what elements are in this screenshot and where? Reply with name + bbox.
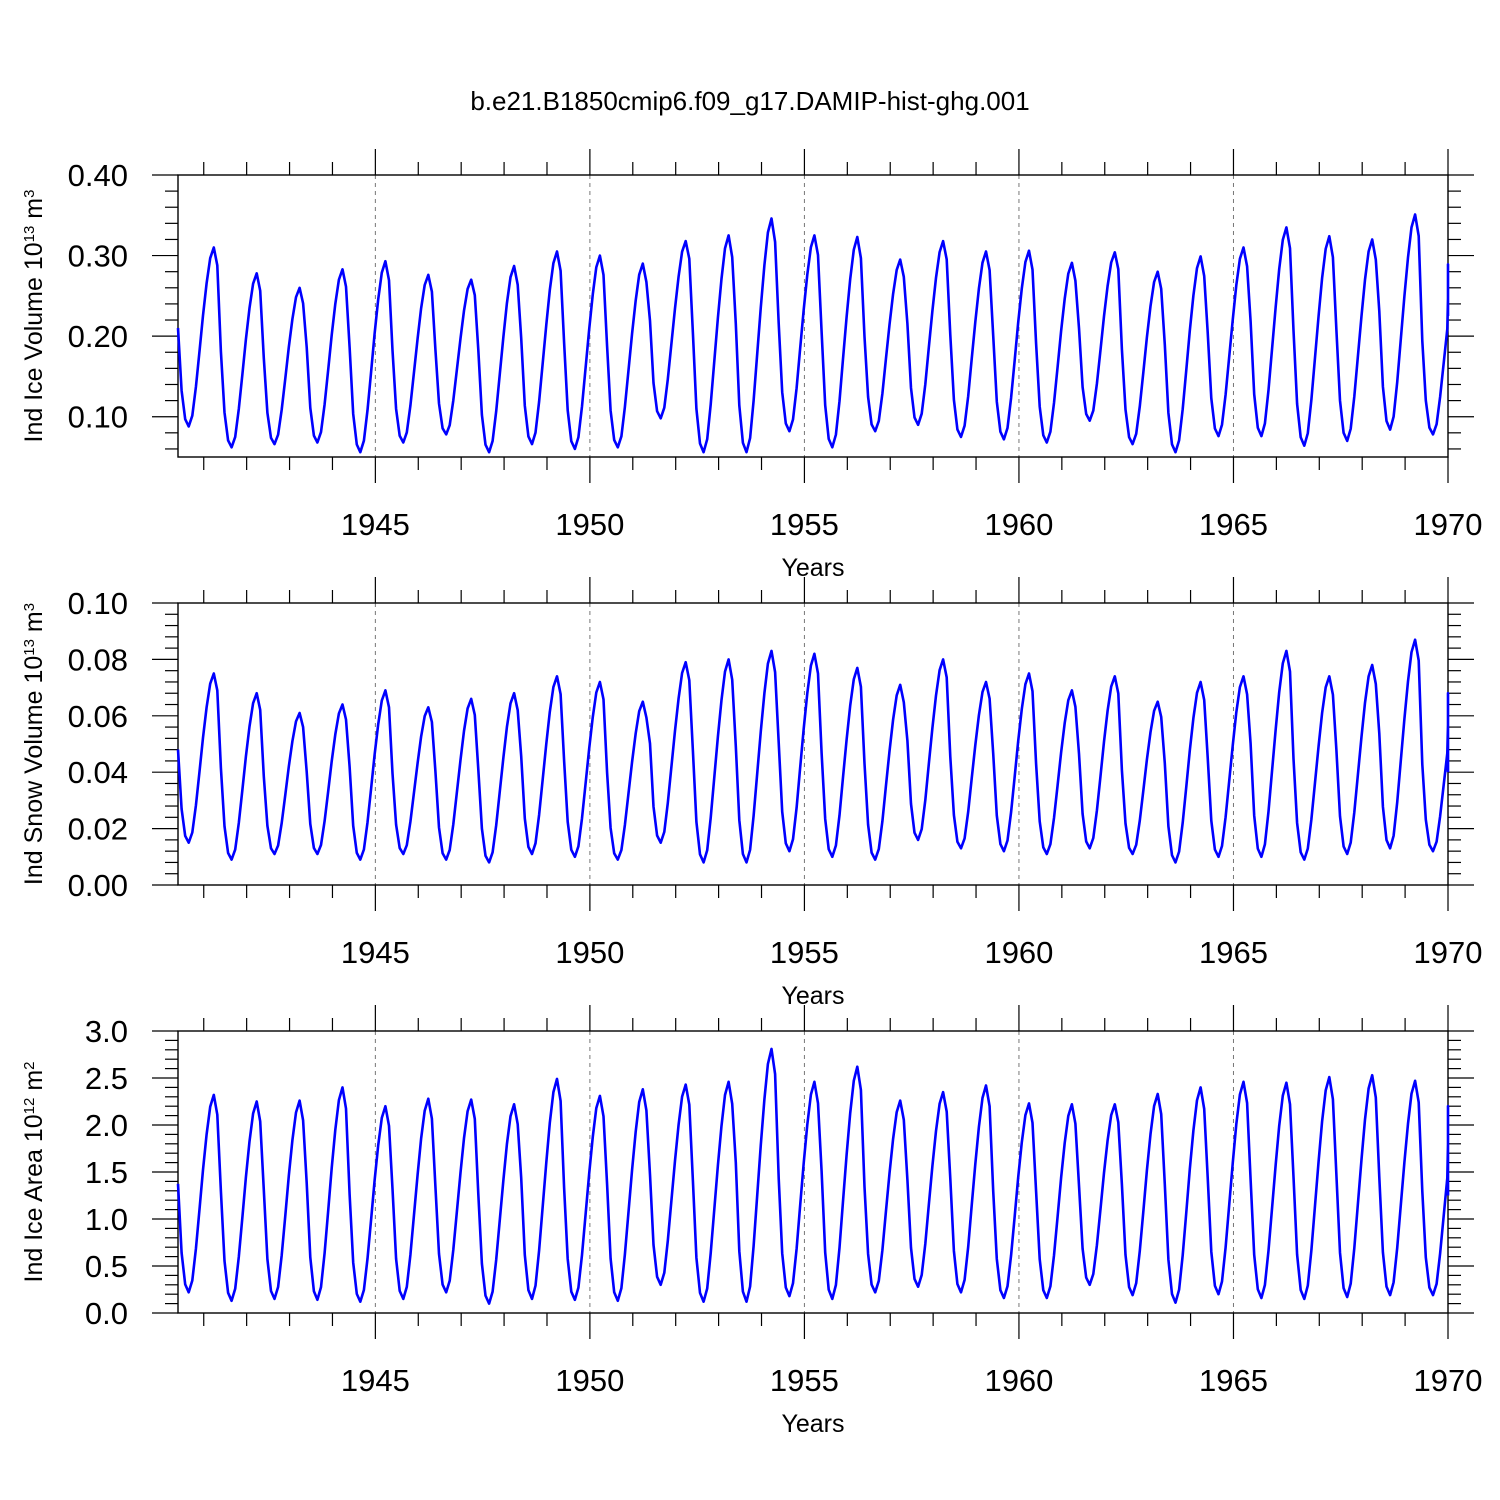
y-ticks bbox=[152, 602, 1474, 886]
chart-title: b.e21.B1850cmip6.f09_g17.DAMIP-hist-ghg.… bbox=[470, 86, 1029, 116]
x-tick-label-1955: 1955 bbox=[770, 507, 839, 542]
y-axis-label-ylabel-main: Ind Ice Area 10 bbox=[20, 1114, 48, 1282]
y-tick-label-0.02: 0.02 bbox=[68, 812, 128, 847]
y-tick-label-0.40: 0.40 bbox=[68, 158, 128, 193]
panels: 1945 1950 1955 1960 1965 1970 Years 0.10 0.20 0.3… bbox=[20, 149, 1482, 1438]
x-tick-label-1950: 1950 bbox=[555, 507, 624, 542]
x-tick-label-1950: 1950 bbox=[555, 1363, 624, 1398]
y-tick-label-2.0: 2.0 bbox=[85, 1108, 128, 1143]
y-axis-label: Ind Ice Area 1012 m2 bbox=[20, 1062, 48, 1283]
y-axis-label-ylabel-unit: m bbox=[20, 1070, 48, 1098]
x-tick-label-1965: 1965 bbox=[1199, 935, 1268, 970]
plot-frame bbox=[177, 1030, 1449, 1314]
series-line-ind-ice-area bbox=[176, 1047, 1450, 1305]
x-tick-label-1955: 1955 bbox=[770, 1363, 839, 1398]
y-axis-label: Ind Ice Volume 1013 m3 bbox=[20, 190, 48, 443]
y-axis-label-ylabel-main: Ind Ice Volume 10 bbox=[20, 242, 48, 442]
y-tick-label-0.10: 0.10 bbox=[68, 400, 128, 435]
x-tick-label-1965: 1965 bbox=[1199, 507, 1268, 542]
x-tick-label-1970: 1970 bbox=[1414, 935, 1483, 970]
panel-2: 1945 1950 1955 1960 1965 1970 Years 0.00 0.02 0.0… bbox=[20, 577, 1482, 1010]
panel-1: 1945 1950 1955 1960 1965 1970 Years 0.10 0.20 0.3… bbox=[20, 149, 1482, 582]
x-tick-label-1945: 1945 bbox=[341, 507, 410, 542]
x-tick-label-1970: 1970 bbox=[1414, 1363, 1483, 1398]
y-tick-label-2.5: 2.5 bbox=[85, 1061, 128, 1096]
y-tick-label-1.0: 1.0 bbox=[85, 1202, 128, 1237]
x-tick-label-1945: 1945 bbox=[341, 1363, 410, 1398]
y-axis-label-ylabel-unit: m bbox=[20, 611, 48, 639]
y-axis-label-ylabel-unit-exp: 3 bbox=[21, 190, 38, 198]
x-ticks bbox=[203, 577, 1449, 911]
y-axis-label-ylabel-main: Ind Snow Volume 10 bbox=[20, 656, 48, 885]
y-tick-label-0.10: 0.10 bbox=[68, 586, 128, 621]
y-tick-label-0.20: 0.20 bbox=[68, 319, 128, 354]
y-ticks bbox=[152, 174, 1474, 450]
x-axis-label: Years bbox=[781, 1410, 844, 1438]
x-ticks bbox=[203, 1005, 1449, 1339]
y-axis-label-ylabel-exp: 12 bbox=[21, 1098, 38, 1115]
y-tick-label-0.04: 0.04 bbox=[68, 755, 128, 790]
y-axis-label-ylabel-exp: 13 bbox=[21, 639, 38, 656]
y-tick-label-0.0: 0.0 bbox=[85, 1296, 128, 1331]
x-tick-label-1970: 1970 bbox=[1414, 507, 1483, 542]
x-tick-label-1945: 1945 bbox=[341, 935, 410, 970]
x-tick-label-1950: 1950 bbox=[555, 935, 624, 970]
x-tick-label-1960: 1960 bbox=[984, 507, 1053, 542]
y-tick-label-3.0: 3.0 bbox=[85, 1014, 128, 1049]
y-axis-label-ylabel-exp: 13 bbox=[21, 226, 38, 243]
y-tick-label-0.30: 0.30 bbox=[68, 239, 128, 274]
y-axis-label: Ind Snow Volume 1013 m3 bbox=[20, 603, 48, 885]
panel-3: 1945 1950 1955 1960 1965 1970 Years 0.0 0.5 1.0 1.… bbox=[20, 1005, 1482, 1438]
x-ticks bbox=[203, 149, 1449, 483]
x-tick-label-1955: 1955 bbox=[770, 935, 839, 970]
series-line-ind-ice-volume bbox=[176, 213, 1450, 454]
y-tick-label-1.5: 1.5 bbox=[85, 1155, 128, 1190]
y-tick-label-0.08: 0.08 bbox=[68, 642, 128, 677]
y-tick-label-0.00: 0.00 bbox=[68, 868, 128, 903]
x-axis-label: Years bbox=[781, 554, 844, 582]
y-tick-label-0.06: 0.06 bbox=[68, 699, 128, 734]
y-axis-label-ylabel-unit-exp: 3 bbox=[21, 603, 38, 611]
x-tick-label-1960: 1960 bbox=[984, 1363, 1053, 1398]
y-axis-label-ylabel-unit: m bbox=[20, 198, 48, 226]
x-axis-label: Years bbox=[781, 982, 844, 1010]
y-ticks bbox=[152, 1030, 1474, 1314]
x-tick-label-1960: 1960 bbox=[984, 935, 1053, 970]
series-line-ind-snow-volume bbox=[176, 638, 1450, 864]
x-tick-label-1965: 1965 bbox=[1199, 1363, 1268, 1398]
y-tick-label-0.5: 0.5 bbox=[85, 1249, 128, 1284]
y-axis-label-ylabel-unit-exp: 2 bbox=[21, 1062, 38, 1070]
